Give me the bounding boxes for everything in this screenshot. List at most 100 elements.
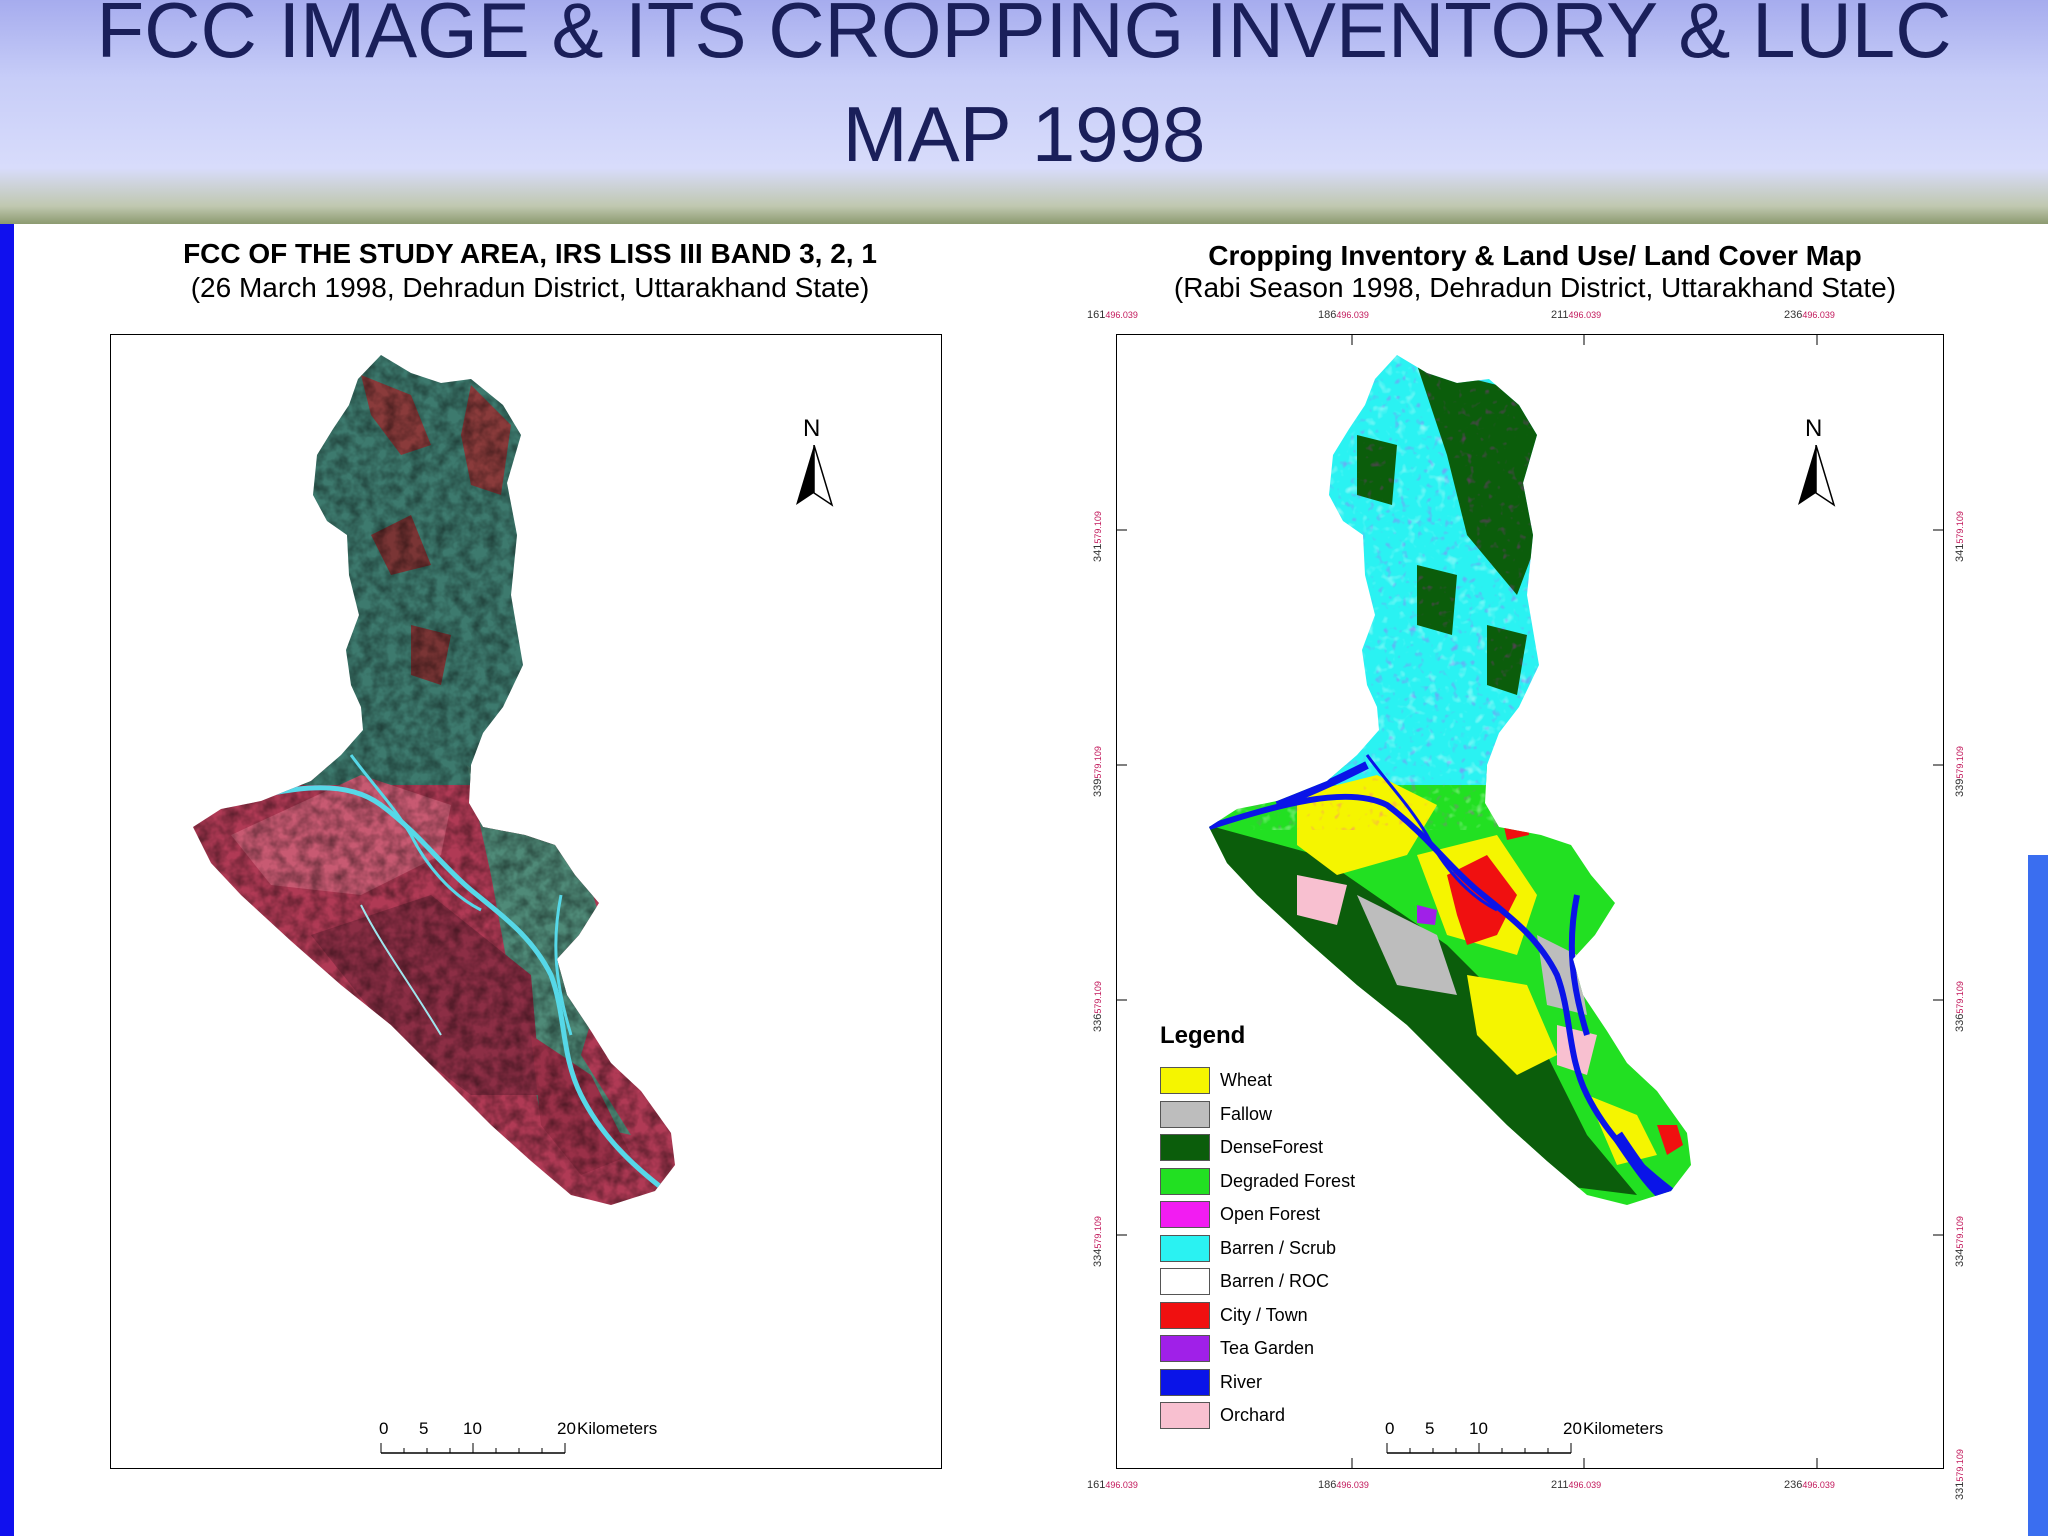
legend-swatch xyxy=(1160,1234,1210,1262)
slide-title: FCC IMAGE & ITS CROPPING INVENTORY & LUL… xyxy=(0,0,2048,186)
left-north-label: N xyxy=(803,415,821,442)
grid-right-0: 341579.109 xyxy=(1954,511,1966,562)
map-legend: Legend Wheat Fallow DenseForest Degraded… xyxy=(1160,1022,1355,1433)
grid-left-0: 341579.109 xyxy=(1092,511,1104,562)
grid-top-1: 186496.039 xyxy=(1318,309,1369,321)
left-scale-tick-5: 5 xyxy=(419,1419,429,1438)
legend-label: Orchard xyxy=(1220,1405,1286,1426)
grid-bottom-2: 211496.039 xyxy=(1551,1479,1602,1491)
legend-item-dense-forest: DenseForest xyxy=(1160,1131,1355,1165)
legend-swatch xyxy=(1160,1368,1210,1396)
legend-swatch xyxy=(1160,1402,1210,1430)
lulc-texture-magenta xyxy=(1209,355,1691,785)
legend-label: Barren / Scrub xyxy=(1220,1237,1337,1258)
grid-bottom-1: 186496.039 xyxy=(1318,1479,1369,1491)
lulc-orchard xyxy=(1557,1025,1597,1075)
legend-item-open-forest: Open Forest xyxy=(1160,1198,1355,1232)
fcc-river xyxy=(349,754,482,912)
legend-label: River xyxy=(1220,1371,1263,1392)
right-scale-tick-20: 20 xyxy=(1563,1419,1582,1438)
lulc-wheat xyxy=(1467,975,1557,1075)
legend-item-barren-roc: Barren / ROC xyxy=(1160,1265,1355,1299)
legend-item-fallow: Fallow xyxy=(1160,1098,1355,1132)
legend-item-orchard: Orchard xyxy=(1160,1399,1355,1433)
legend-label: Tea Garden xyxy=(1220,1338,1315,1359)
fcc-river xyxy=(220,785,673,1197)
left-scale-tick-20: 20 xyxy=(557,1419,576,1438)
left-scale-ruler xyxy=(380,1443,566,1454)
grid-top-2: 211496.039 xyxy=(1551,309,1602,321)
legend-label: City / Town xyxy=(1220,1304,1308,1325)
grid-right-3: 334579.109 xyxy=(1954,1216,1966,1267)
legend-item-wheat: Wheat xyxy=(1160,1064,1355,1098)
slide-header: FCC IMAGE & ITS CROPPING INVENTORY & LUL… xyxy=(0,0,2048,224)
left-north-arrow-icon xyxy=(796,445,834,507)
left-scale-unit: Kilometers xyxy=(577,1419,658,1438)
legend-swatch xyxy=(1160,1268,1210,1296)
legend-list: Wheat Fallow DenseForest Degraded Forest… xyxy=(1160,1064,1355,1433)
grid-right-2: 336579.109 xyxy=(1954,981,1966,1032)
legend-item-barren-scrub: Barren / Scrub xyxy=(1160,1232,1355,1266)
legend-label: Open Forest xyxy=(1220,1204,1321,1225)
grid-right-4: 331579.109 xyxy=(1954,1449,1966,1500)
legend-swatch xyxy=(1160,1100,1210,1128)
left-scale-tick-10: 10 xyxy=(463,1419,482,1438)
right-scale-tick-10: 10 xyxy=(1469,1419,1488,1438)
lulc-city xyxy=(1657,1125,1683,1155)
grid-right-1: 339579.109 xyxy=(1954,746,1966,797)
slide-title-line1: FCC IMAGE & ITS CROPPING INVENTORY & LUL… xyxy=(96,0,1952,74)
right-scale-unit: Kilometers xyxy=(1583,1419,1664,1438)
left-scale-tick-0: 0 xyxy=(379,1419,389,1438)
left-scale-bar: 0 5 10 20 Kilometers xyxy=(379,1419,679,1459)
legend-label: Degraded Forest xyxy=(1220,1170,1356,1191)
legend-label: Barren / ROC xyxy=(1220,1271,1330,1292)
legend-swatch xyxy=(1160,1201,1210,1229)
left-map-subtitle: (26 March 1998, Dehradun District, Uttar… xyxy=(190,272,870,303)
right-scale-tick-5: 5 xyxy=(1425,1419,1435,1438)
grid-left-3: 334579.109 xyxy=(1092,1216,1104,1267)
legend-swatch xyxy=(1160,1301,1210,1329)
grid-top-3: 236496.039 xyxy=(1784,309,1835,321)
legend-item-tea-garden: Tea Garden xyxy=(1160,1332,1355,1366)
right-north-arrow-icon xyxy=(1798,445,1836,507)
right-map-frame: N 0 5 10 20 Kilometers xyxy=(1116,334,1944,1469)
left-accent-bar xyxy=(0,224,14,1536)
right-scale-bar: 0 5 10 20 Kilometers xyxy=(1385,1419,1685,1459)
grid-top-0: 161496.039 xyxy=(1087,309,1138,321)
right-accent-bar xyxy=(2028,855,2048,1536)
grid-left-1: 339579.109 xyxy=(1092,746,1104,797)
legend-swatch xyxy=(1160,1167,1210,1195)
fcc-river xyxy=(554,894,573,1036)
legend-swatch xyxy=(1160,1335,1210,1363)
lulc-river xyxy=(1275,761,1369,809)
lulc-river xyxy=(1209,793,1679,1198)
lulc-wheat xyxy=(1587,1095,1657,1165)
grid-left-2: 336579.109 xyxy=(1092,981,1104,1032)
legend-label: Wheat xyxy=(1220,1070,1273,1091)
legend-title: Legend xyxy=(1160,1022,1246,1049)
right-north-label: N xyxy=(1805,415,1823,442)
lulc-map xyxy=(1117,335,1943,1468)
legend-item-river: River xyxy=(1160,1366,1355,1400)
lulc-orchard xyxy=(1297,875,1347,925)
right-map-title: Cropping Inventory & Land Use/ Land Cove… xyxy=(1208,240,1862,271)
slide-title-line2: MAP 1998 xyxy=(842,90,1206,178)
fcc-image xyxy=(193,355,675,1205)
legend-item-city-town: City / Town xyxy=(1160,1299,1355,1333)
left-map-frame: N 0 5 10 20 Kilometers xyxy=(110,334,942,1469)
fcc-river xyxy=(360,904,442,1036)
legend-swatch xyxy=(1160,1134,1210,1162)
lulc-fallow xyxy=(1357,895,1457,995)
right-scale-ruler xyxy=(1386,1443,1572,1454)
grid-bottom-3: 236496.039 xyxy=(1784,1479,1835,1491)
right-map-subtitle: (Rabi Season 1998, Dehradun District, Ut… xyxy=(1173,272,1897,303)
legend-swatch xyxy=(1160,1067,1210,1095)
grid-bottom-0: 161496.039 xyxy=(1087,1479,1138,1491)
legend-item-degraded-forest: Degraded Forest xyxy=(1160,1165,1355,1199)
lulc-tea-garden xyxy=(1417,905,1437,925)
left-map-title: FCC OF THE STUDY AREA, IRS LISS III BAND… xyxy=(183,238,877,269)
fcc-hills xyxy=(193,355,675,785)
lulc-river xyxy=(1568,894,1590,1036)
legend-label: DenseForest xyxy=(1220,1137,1324,1158)
legend-label: Fallow xyxy=(1220,1103,1273,1124)
